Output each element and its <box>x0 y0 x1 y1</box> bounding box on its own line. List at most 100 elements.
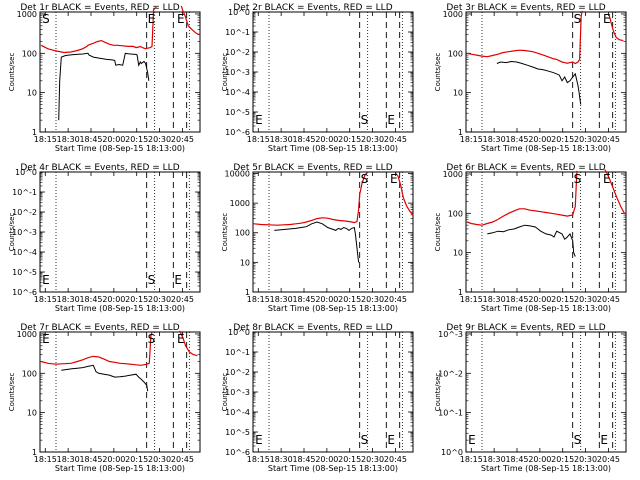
chart-title: Det 5r BLACK = Events, RED = LLD <box>233 163 392 173</box>
y-tick-label: 10^-3 <box>225 68 250 77</box>
y-tick-label: 10^-6 <box>12 288 37 297</box>
lld-series-line <box>179 330 198 357</box>
y-tick-label: 1000 <box>17 330 37 339</box>
x-axis-label: Start Time (08-Sep-15 18:13:00) <box>481 144 611 153</box>
x-tick-label: 18:15 <box>34 455 57 464</box>
x-tick-label: 20:45 <box>171 135 194 144</box>
x-tick-label: 20:30 <box>148 295 171 304</box>
x-tick-label: 20:30 <box>361 295 384 304</box>
x-tick-label: 20:00 <box>102 455 125 464</box>
x-tick-label: 20:45 <box>171 295 194 304</box>
x-tick-label: 18:15 <box>247 455 270 464</box>
y-tick-label: 10^-5 <box>225 428 250 437</box>
y-tick-label: 100 <box>22 369 37 378</box>
y-tick-label: 100 <box>235 229 250 238</box>
chart-title: Det 1r BLACK = Events, RED = LLD <box>20 3 179 13</box>
x-axis-label: Start Time (08-Sep-15 18:13:00) <box>55 144 185 153</box>
x-tick-label: 20:30 <box>361 455 384 464</box>
y-tick-label: 1000 <box>443 170 463 179</box>
x-tick-label: 18:15 <box>247 295 270 304</box>
x-tick-label: 18:45 <box>505 135 528 144</box>
segment-marker-label: S <box>574 172 582 186</box>
x-axis-label: Start Time (08-Sep-15 18:13:00) <box>55 464 185 473</box>
chart-panel: Det 3r BLACK = Events, RED = LLD 1 10 100 10… <box>434 3 627 153</box>
y-tick-label: 10 <box>453 249 463 258</box>
x-tick-label: 20:30 <box>148 455 171 464</box>
x-tick-label: 18:15 <box>34 135 57 144</box>
x-tick-label: 20:00 <box>315 455 338 464</box>
lld-series-line <box>40 6 157 54</box>
x-tick-label: 20:15 <box>125 455 148 464</box>
lld-series-line <box>466 10 583 65</box>
x-tick-label: 18:30 <box>57 135 80 144</box>
y-tick-label: 10^-5 <box>12 268 37 277</box>
segment-marker-label: E <box>174 273 182 287</box>
plot-frame <box>465 171 627 293</box>
y-tick-label: 10^-3 <box>12 228 37 237</box>
plot-frame <box>39 331 201 453</box>
x-tick-label: 20:45 <box>597 295 620 304</box>
lld-series-line <box>180 5 200 36</box>
x-tick-label: 20:15 <box>551 455 574 464</box>
segment-marker-label: E <box>177 12 185 26</box>
x-tick-label: 18:30 <box>270 295 293 304</box>
y-tick-label: 10^-3 <box>438 330 463 339</box>
x-tick-label: 20:00 <box>102 135 125 144</box>
x-tick-label: 18:15 <box>460 295 483 304</box>
y-tick-label: 1000 <box>230 199 250 208</box>
x-tick-label: 18:30 <box>483 295 506 304</box>
x-tick-label: 20:15 <box>338 295 361 304</box>
x-tick-label: 20:45 <box>597 135 620 144</box>
chart-title: Det 7r BLACK = Events, RED = LLD <box>20 323 179 333</box>
y-tick-label: 10 <box>27 89 37 98</box>
y-tick-label: 10^0 <box>228 8 250 17</box>
segment-marker-label: E <box>177 332 185 346</box>
x-tick-label: 18:15 <box>247 135 270 144</box>
y-tick-label: 10^-1 <box>438 409 463 418</box>
chart-title: Det 4r BLACK = Events, RED = LLD <box>20 163 179 173</box>
y-tick-label: 1 <box>458 288 463 297</box>
y-tick-label: 10 <box>453 89 463 98</box>
x-tick-label: 20:00 <box>315 135 338 144</box>
y-axis-label: Counts/sec <box>8 373 16 412</box>
y-tick-label: 10^0 <box>228 328 250 337</box>
x-tick-label: 18:30 <box>57 295 80 304</box>
lld-series-line <box>40 332 153 366</box>
x-axis-label: Start Time (08-Sep-15 18:13:00) <box>268 464 398 473</box>
segment-marker-label: E <box>387 433 395 447</box>
y-axis-label: Counts/sec <box>434 53 442 92</box>
y-tick-label: 10^-2 <box>438 369 463 378</box>
x-tick-label: 18:45 <box>505 455 528 464</box>
x-tick-label: 20:00 <box>102 295 125 304</box>
plot-frame <box>39 11 201 133</box>
y-tick-label: 10^-5 <box>225 108 250 117</box>
y-tick-label: 1 <box>245 288 250 297</box>
chart-title: Det 3r BLACK = Events, RED = LLD <box>446 3 605 13</box>
y-tick-label: 10^-4 <box>225 408 250 417</box>
x-tick-label: 18:30 <box>483 455 506 464</box>
x-axis-label: Start Time (08-Sep-15 18:13:00) <box>481 464 611 473</box>
x-tick-label: 20:30 <box>574 295 597 304</box>
plot-frame <box>252 171 414 293</box>
x-tick-label: 20:45 <box>384 295 407 304</box>
segment-marker-label: E <box>600 433 608 447</box>
y-tick-label: 10^-2 <box>225 368 250 377</box>
segment-marker-label: E <box>468 433 476 447</box>
x-tick-label: 18:30 <box>270 135 293 144</box>
x-tick-label: 20:45 <box>384 135 407 144</box>
chart-title: Det 6r BLACK = Events, RED = LLD <box>446 163 605 173</box>
segment-marker-label: E <box>603 12 611 26</box>
x-tick-label: 18:45 <box>79 295 102 304</box>
chart-title: Det 2r BLACK = Events, RED = LLD <box>233 3 392 13</box>
segment-marker-label: E <box>603 172 611 186</box>
x-tick-label: 18:15 <box>460 455 483 464</box>
x-tick-label: 18:30 <box>270 455 293 464</box>
x-tick-label: 20:00 <box>528 455 551 464</box>
y-tick-label: 100 <box>448 209 463 218</box>
y-tick-label: 10^0 <box>15 168 37 177</box>
x-tick-label: 20:45 <box>384 455 407 464</box>
segment-marker-label: E <box>387 113 395 127</box>
y-tick-label: 100 <box>448 49 463 58</box>
y-tick-label: 10^-2 <box>225 48 250 57</box>
